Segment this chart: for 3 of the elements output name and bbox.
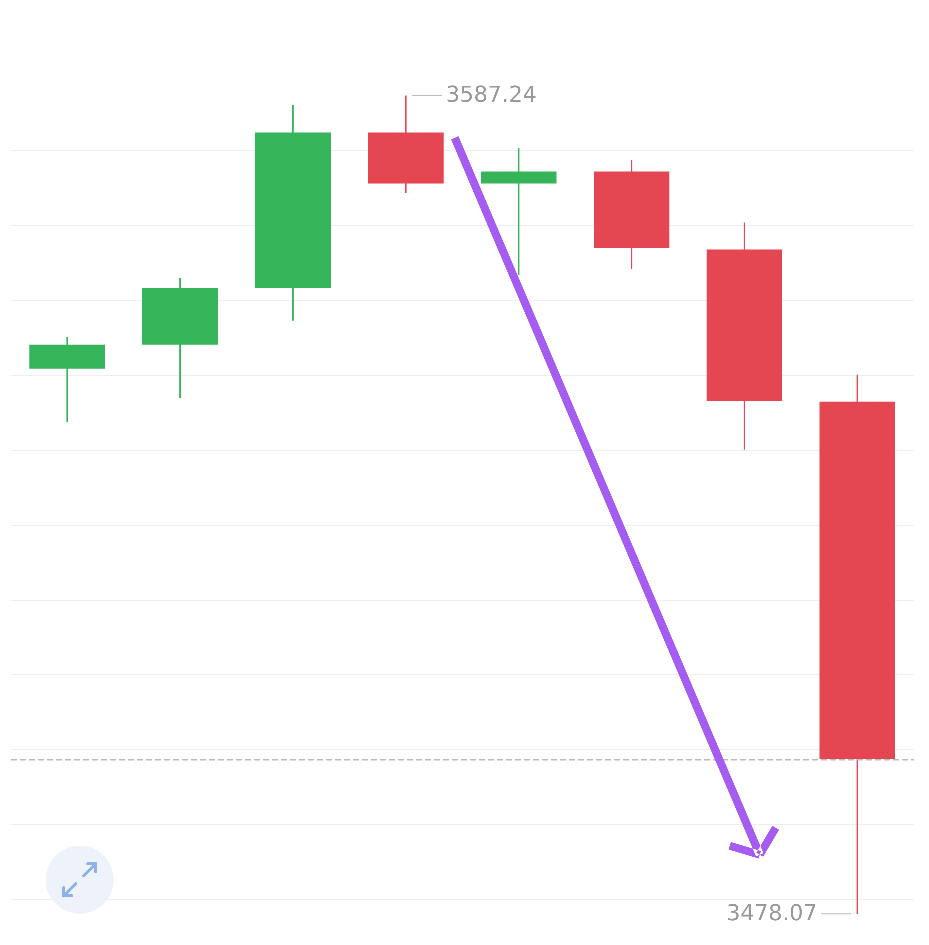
annotation: 3587.24 (446, 83, 538, 108)
annotation: 3478.07 (726, 902, 818, 927)
candlestick (481, 148, 557, 276)
